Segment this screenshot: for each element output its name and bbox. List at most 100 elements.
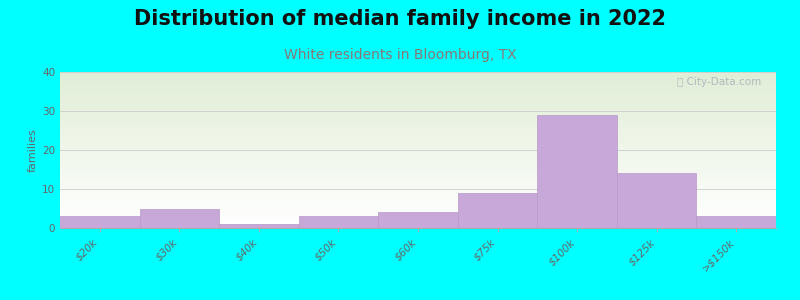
Bar [60,181,776,182]
Bar [60,184,776,185]
Bar [60,216,776,217]
Bar [60,196,776,197]
Bar [60,124,776,125]
Bar [60,164,776,165]
Bar [60,143,776,144]
Bar [60,131,776,132]
Bar [60,220,776,221]
Bar [60,172,776,173]
Bar [60,225,776,226]
Bar [60,185,776,186]
Bar [60,83,776,84]
Bar [60,114,776,115]
Bar [60,210,776,211]
Bar [697,216,776,228]
Bar [60,160,776,161]
Bar [60,88,776,89]
Bar [60,138,776,139]
Bar [60,120,776,121]
Bar [60,205,776,206]
Bar [219,224,298,228]
Bar [60,92,776,93]
Bar [60,146,776,147]
Bar [60,79,776,80]
Bar [60,226,776,227]
Bar [60,104,776,105]
Bar [60,198,776,199]
Bar [60,107,776,108]
Bar [60,154,776,155]
Bar [60,94,776,95]
Bar [60,169,776,170]
Bar [60,186,776,187]
Bar [60,199,776,200]
Bar [60,85,776,86]
Bar [60,121,776,122]
Bar [60,117,776,118]
Bar [60,139,776,140]
Bar [60,142,776,143]
Bar [60,144,776,145]
Bar [60,177,776,178]
Bar [60,98,776,99]
Bar [60,171,776,172]
Bar [60,100,776,101]
Bar [60,126,776,127]
Bar [60,155,776,156]
Bar [60,182,776,183]
Bar [60,223,776,224]
Bar [60,161,776,162]
Bar [60,195,776,196]
Bar [60,89,776,90]
Bar [60,215,776,216]
Bar [60,125,776,126]
Bar [60,201,776,202]
Bar [60,112,776,113]
Bar [60,72,776,73]
Bar [60,214,776,215]
Bar [60,76,776,77]
Bar [60,134,776,135]
Bar [60,130,776,131]
Bar [617,173,697,228]
Bar [60,149,776,150]
Bar [60,166,776,167]
Bar [60,102,776,103]
Bar [60,119,776,120]
Bar [60,157,776,158]
Bar [60,128,776,129]
Bar [60,113,776,114]
Bar [60,200,776,201]
Bar [298,216,378,228]
Bar [60,222,776,223]
Bar [60,147,776,148]
Bar [60,193,776,194]
Bar [60,97,776,98]
Bar [60,86,776,87]
Bar [60,82,776,83]
Bar [60,110,776,111]
Text: Distribution of median family income in 2022: Distribution of median family income in … [134,9,666,29]
Bar [60,78,776,79]
Bar [60,202,776,203]
Bar [60,208,776,209]
Bar [60,77,776,78]
Bar [60,91,776,92]
Bar [60,80,776,81]
Bar [60,106,776,107]
Bar [60,213,776,214]
Bar [60,132,776,133]
Bar [60,189,776,190]
Bar [60,216,139,228]
Bar [60,206,776,207]
Bar [60,168,776,169]
Bar [60,179,776,180]
Bar [60,174,776,175]
Bar [60,158,776,159]
Bar [60,123,776,124]
Bar [60,165,776,166]
Bar [60,122,776,123]
Bar [60,190,776,191]
Bar [139,208,219,228]
Bar [60,156,776,157]
